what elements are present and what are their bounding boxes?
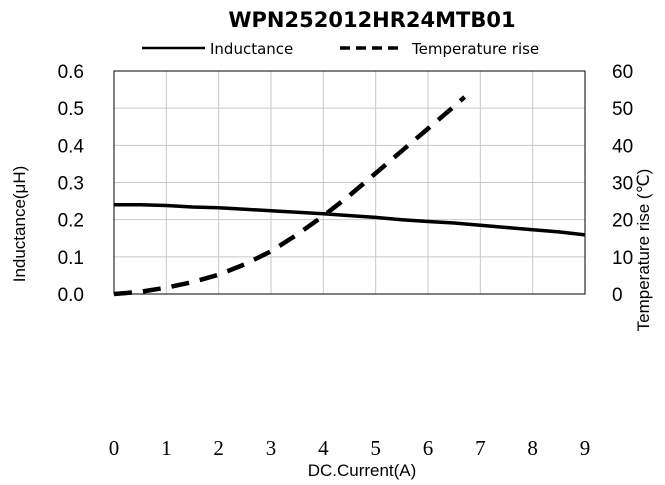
y2-tick-label: 30 bbox=[612, 174, 633, 195]
y-axis-label: Inductance(μH) bbox=[10, 166, 29, 283]
x-tick-label: 0 bbox=[109, 436, 120, 460]
legend-label-inductance: Inductance bbox=[210, 40, 293, 58]
legend: Inductance Temperature rise bbox=[142, 40, 539, 58]
y2-tick-label: 60 bbox=[612, 62, 633, 83]
x-tick-label: 7 bbox=[475, 436, 486, 460]
y2-tick-label: 0 bbox=[612, 285, 623, 306]
x-tick-label: 3 bbox=[266, 436, 277, 460]
y2-tick-label: 50 bbox=[612, 99, 633, 120]
y-tick-label: 0.4 bbox=[58, 136, 85, 157]
x-tick-label: 9 bbox=[580, 436, 591, 460]
legend-label-temperature-rise: Temperature rise bbox=[411, 40, 539, 58]
x-tick-label: 6 bbox=[423, 436, 434, 460]
tick-labels: 0 1 2 3 4 5 6 7 8 9 0.0 0.1 0.2 0.3 0.4 0.5 0.6 0 10 20 30 40… bbox=[58, 62, 634, 460]
x-tick-label: 4 bbox=[318, 436, 329, 460]
x-axis-label: DC.Current(A) bbox=[308, 461, 417, 480]
series-lines bbox=[113, 95, 586, 297]
x-tick-label: 2 bbox=[213, 436, 224, 460]
y2-tick-label: 40 bbox=[612, 136, 633, 157]
y-tick-label: 0.3 bbox=[58, 174, 84, 195]
chart-title: WPN252012HR24MTB01 bbox=[228, 8, 515, 32]
y-tick-label: 0.1 bbox=[58, 248, 84, 269]
series-line-inductance bbox=[114, 203, 586, 237]
plot-frame bbox=[113, 70, 586, 295]
x-tick-label: 1 bbox=[161, 436, 172, 460]
y2-tick-label: 10 bbox=[612, 248, 633, 269]
y-tick-label: 0.5 bbox=[58, 99, 84, 120]
x-tick-label: 5 bbox=[370, 436, 381, 460]
y2-tick-label: 20 bbox=[612, 211, 633, 232]
series-line-temperature-rise bbox=[113, 95, 467, 297]
y-tick-label: 0.6 bbox=[58, 62, 84, 83]
y2-axis-label: Temperature rise (℃) bbox=[634, 169, 653, 332]
y-tick-label: 0.2 bbox=[58, 211, 84, 232]
y-tick-label: 0.0 bbox=[58, 285, 84, 306]
gridlines bbox=[114, 71, 585, 294]
x-tick-label: 8 bbox=[527, 436, 538, 460]
